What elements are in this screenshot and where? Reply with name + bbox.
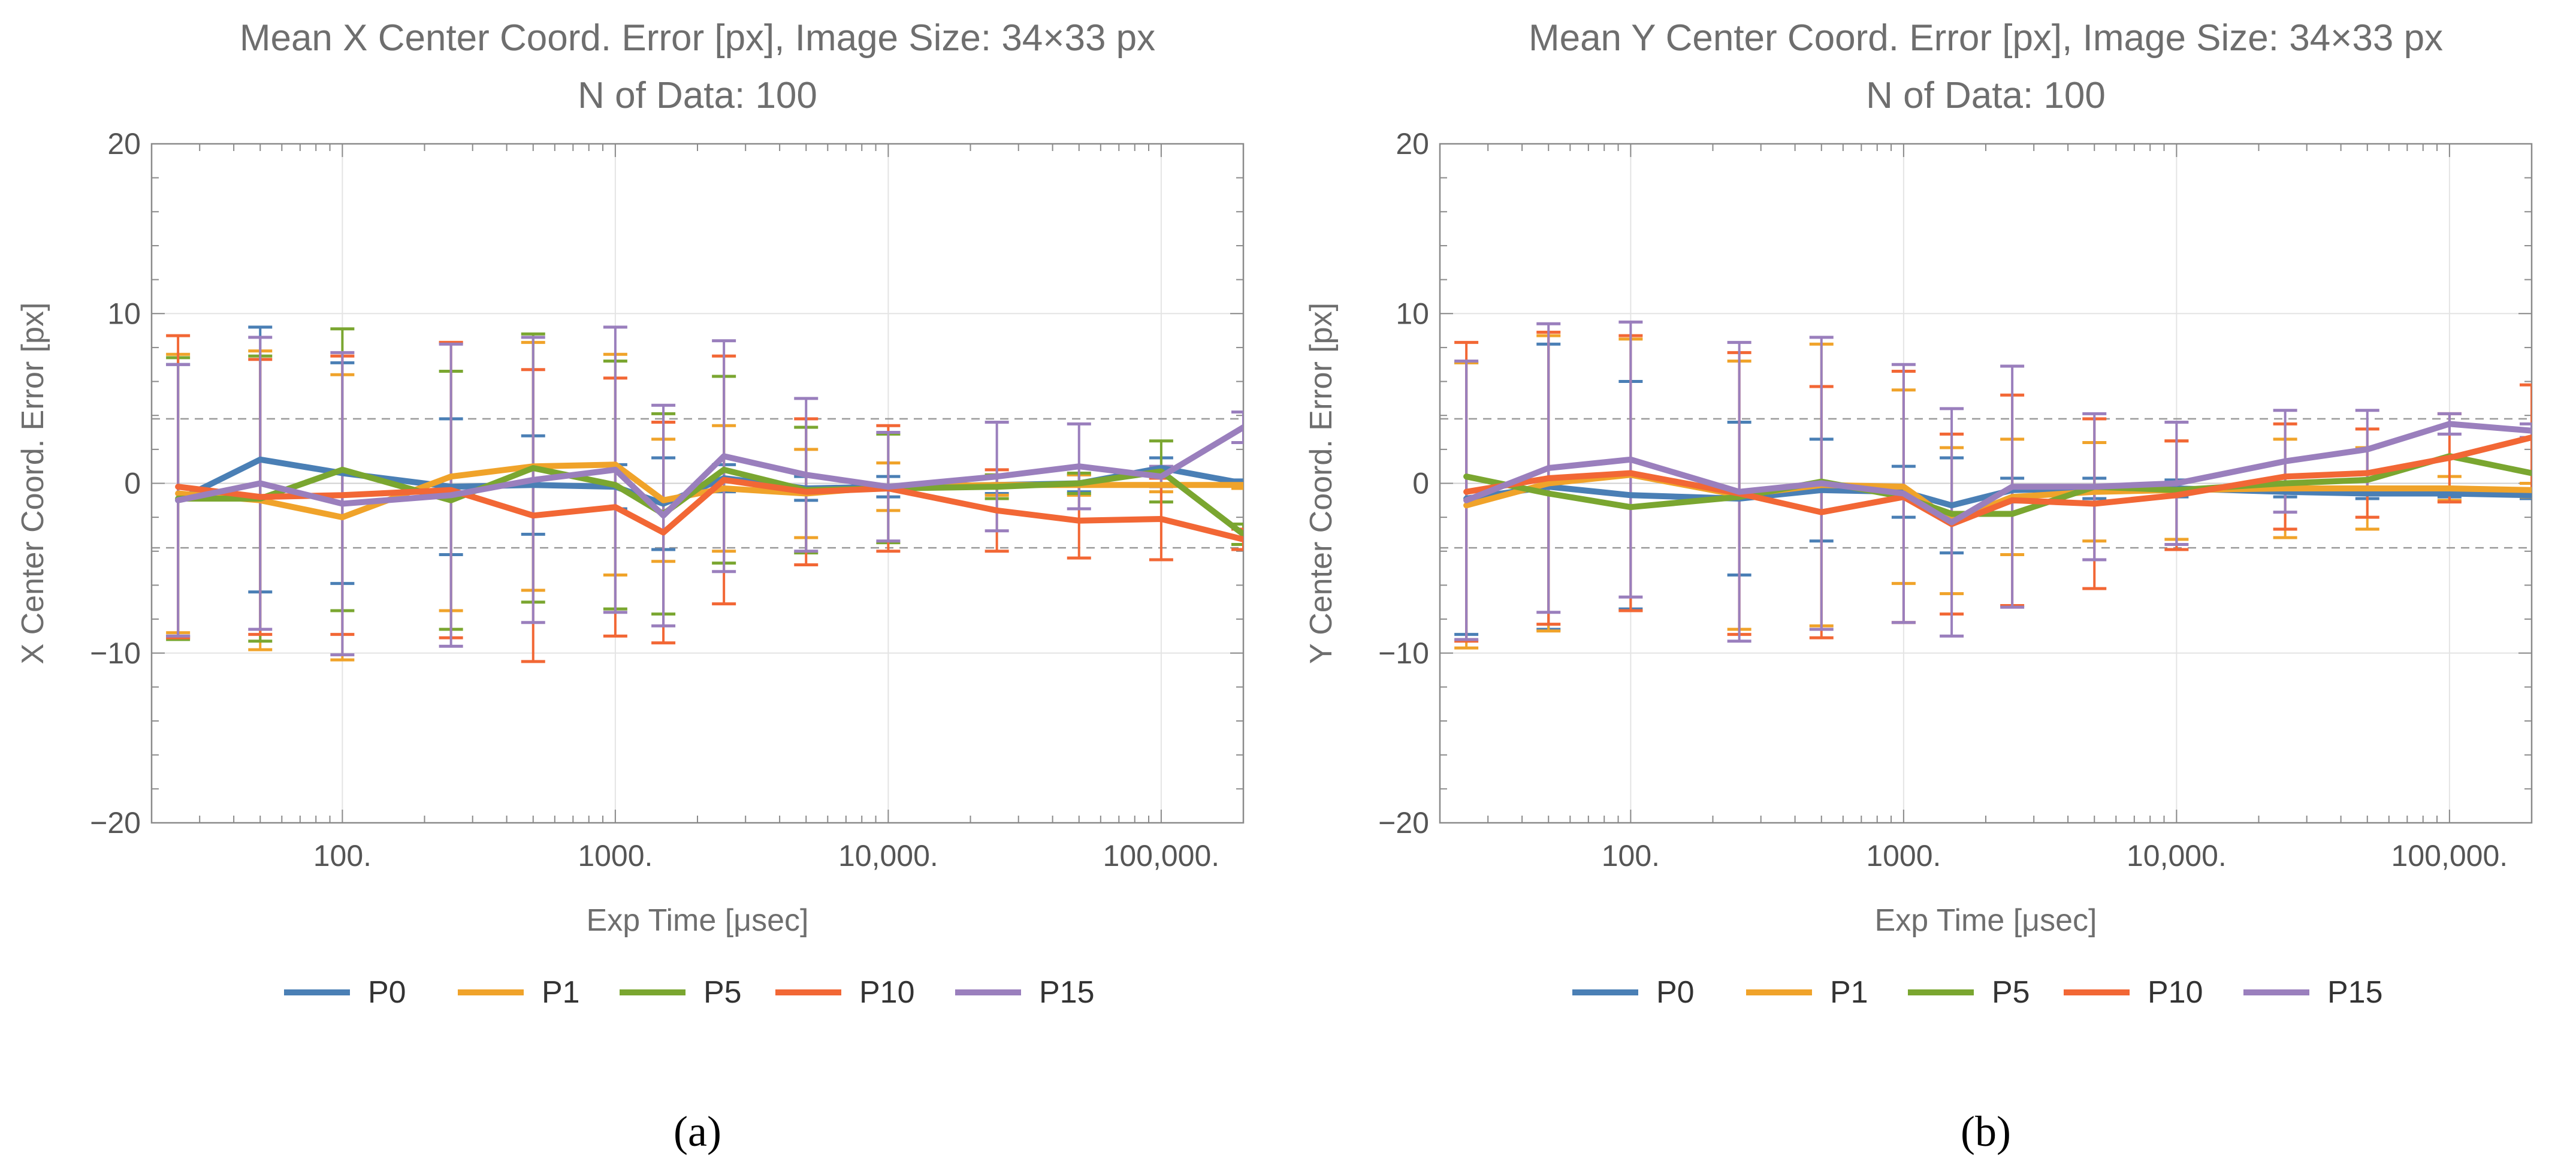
y-tick-label: 10 (107, 297, 141, 330)
legend-label-p5: P5 (703, 975, 742, 1010)
chart-subtitle: N of Data: 100 (1866, 75, 2106, 116)
x-tick-label: 10,000. (838, 839, 938, 873)
y-tick-label: 0 (124, 467, 141, 500)
panel-label: (a) (674, 1107, 721, 1155)
series-line-p5 (175, 465, 1243, 538)
legend-label-p0: P0 (1656, 975, 1695, 1010)
data-layer (166, 325, 1243, 663)
y-tick-label: −20 (1378, 806, 1429, 840)
legend-label-p15: P15 (2327, 975, 2383, 1010)
y-tick-label: 0 (1412, 467, 1429, 500)
panel-label: (b) (1961, 1107, 2011, 1155)
y-tick-label: 20 (1396, 127, 1429, 161)
x-tick-label: 1000. (1866, 839, 1941, 873)
series-line-p15 (1463, 421, 2532, 526)
chart-title: Mean X Center Coord. Error [px], Image S… (240, 17, 1155, 59)
y-axis-label: Y Center Coord. Error [px] (1304, 303, 1339, 664)
chart-subtitle: N of Data: 100 (578, 75, 817, 116)
series-line-p0 (1463, 484, 2532, 509)
data-layer (1454, 320, 2532, 650)
legend-label-p0: P0 (368, 975, 406, 1010)
y-error-chart: Mean Y Center Coord. Error [px], Image S… (1304, 17, 2533, 1155)
chart-panel-a: Mean X Center Coord. Error [px], Image S… (16, 17, 1245, 1155)
x-tick-label: 100. (1602, 839, 1660, 873)
legend-label-p1: P1 (542, 975, 580, 1010)
y-tick-label: −20 (90, 806, 141, 840)
legend-label-p10: P10 (2148, 975, 2203, 1010)
x-axis-label: Exp Time [μsec] (587, 903, 809, 938)
legend-label-p1: P1 (1830, 975, 1868, 1010)
legend-label-p10: P10 (859, 975, 915, 1010)
series-line-p10 (175, 476, 1243, 542)
legend-label-p5: P5 (1992, 975, 2030, 1010)
y-tick-label: −10 (1378, 636, 1429, 670)
x-tick-label: 1000. (578, 839, 653, 873)
chart-panel-b: Mean Y Center Coord. Error [px], Image S… (1288, 0, 2576, 1168)
x-tick-label: 100,000. (2391, 839, 2508, 873)
y-tick-label: 20 (107, 127, 141, 161)
legend-label-p15: P15 (1039, 975, 1095, 1010)
chart-title: Mean Y Center Coord. Error [px], Image S… (1529, 17, 2443, 59)
x-tick-label: 10,000. (2127, 839, 2227, 873)
y-tick-label: −10 (90, 636, 141, 670)
x-error-chart: Mean X Center Coord. Error [px], Image S… (16, 17, 1245, 1155)
x-tick-label: 100,000. (1103, 839, 1220, 873)
x-tick-label: 100. (313, 839, 372, 873)
x-axis-label: Exp Time [μsec] (1875, 903, 2097, 938)
series-line-p15 (175, 424, 1243, 519)
y-tick-label: 10 (1396, 297, 1429, 330)
series-line-p10 (1463, 434, 2532, 527)
y-axis-label: X Center Coord. Error [px] (16, 303, 50, 665)
